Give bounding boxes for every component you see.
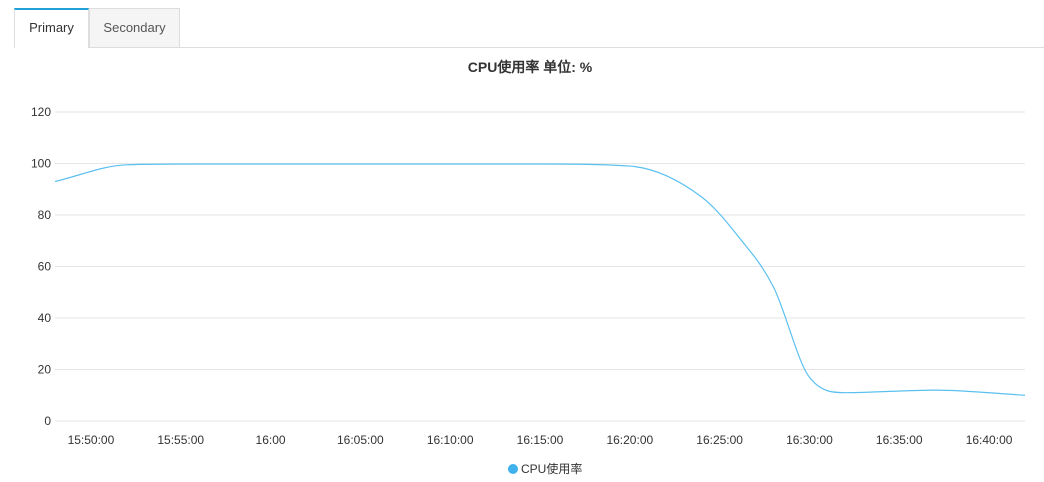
grid-lines bbox=[55, 111, 1025, 422]
y-tick-label: 20 bbox=[38, 363, 52, 377]
y-tick-label: 100 bbox=[31, 157, 51, 171]
tab-secondary[interactable]: Secondary bbox=[89, 8, 180, 47]
x-tick-label: 16:20:00 bbox=[606, 433, 653, 447]
x-tick-label: 16:00 bbox=[256, 433, 286, 447]
x-axis: 15:50:00 15:55:00 16:00 16:05:00 16:10:00 16:… bbox=[68, 433, 1013, 447]
x-tick-label: 16:15:00 bbox=[517, 433, 564, 447]
y-tick-label: 120 bbox=[31, 105, 51, 119]
legend-label: CPU使用率 bbox=[521, 461, 582, 476]
y-tick-label: 60 bbox=[38, 260, 52, 274]
x-tick-label: 16:10:00 bbox=[427, 433, 474, 447]
series-line bbox=[54, 163, 1026, 396]
tab-primary[interactable]: Primary bbox=[14, 8, 89, 48]
x-tick-label: 16:35:00 bbox=[876, 433, 923, 447]
y-axis: 0 20 40 60 80 100 120 bbox=[31, 105, 51, 428]
legend[interactable]: CPU使用率 bbox=[508, 461, 582, 476]
x-tick-label: 16:30:00 bbox=[786, 433, 833, 447]
tab-bar: Primary Secondary bbox=[0, 0, 1044, 48]
x-tick-label: 15:55:00 bbox=[157, 433, 204, 447]
tab-bar-divider bbox=[14, 47, 1044, 48]
chart-title: CPU使用率 单位: % bbox=[468, 59, 593, 75]
x-tick-label: 16:05:00 bbox=[337, 433, 384, 447]
y-tick-label: 80 bbox=[38, 208, 52, 222]
series-layer bbox=[54, 163, 1026, 396]
x-tick-label: 16:40:00 bbox=[966, 433, 1013, 447]
legend-marker bbox=[508, 464, 518, 474]
x-tick-label: 15:50:00 bbox=[68, 433, 115, 447]
y-tick-label: 0 bbox=[44, 414, 51, 428]
x-tick-label: 16:25:00 bbox=[696, 433, 743, 447]
y-tick-label: 40 bbox=[38, 311, 52, 325]
